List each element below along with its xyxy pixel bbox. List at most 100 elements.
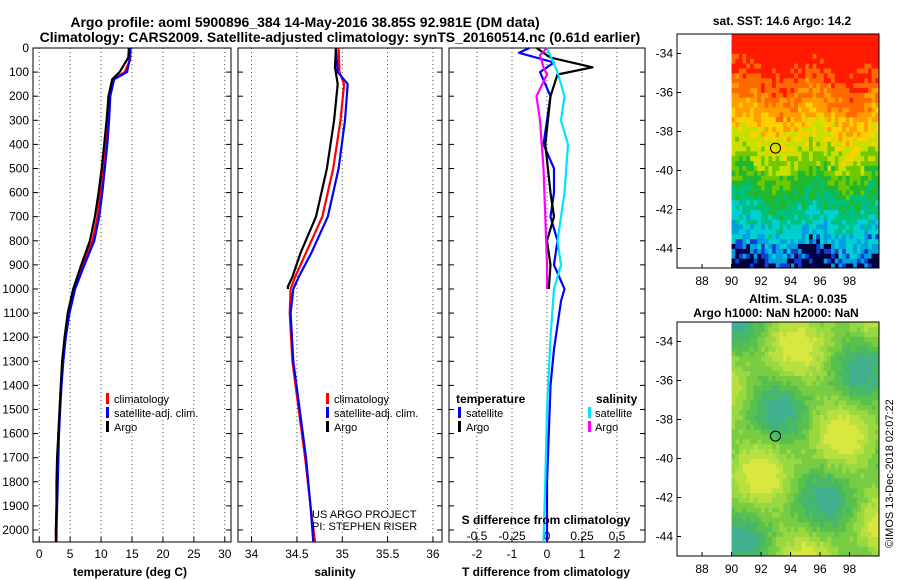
heatmap-cell: [757, 121, 762, 128]
heatmap-cell: [786, 214, 791, 220]
heatmap-cell: [746, 82, 751, 89]
heatmap-cell: [875, 375, 880, 381]
heatmap-cell: [757, 512, 762, 518]
heatmap-cell: [775, 63, 780, 69]
heatmap-cell: [864, 468, 869, 474]
legend-marker-t-satellite: [458, 407, 461, 418]
heatmap-cell: [772, 478, 777, 484]
heatmap-cell: [853, 473, 858, 479]
heatmap-cell: [838, 48, 843, 54]
heatmap-cell: [742, 443, 747, 450]
lon-tick-label: 94: [784, 562, 798, 576]
heatmap-cell: [749, 82, 755, 89]
heatmap-cell: [797, 53, 802, 59]
heatmap-cell: [831, 526, 836, 533]
heatmap-cell: [731, 351, 736, 357]
depth-tick-label: 400: [9, 137, 29, 151]
heatmap-cell: [742, 526, 747, 533]
heatmap-cell: [746, 131, 751, 137]
heatmap-cell: [749, 63, 755, 69]
heatmap-cell: [753, 126, 758, 132]
heatmap-cell: [842, 385, 847, 391]
heatmap-cell: [808, 473, 814, 479]
heatmap-cell: [768, 361, 773, 367]
heatmap-cell: [853, 199, 858, 206]
heatmap-cell: [794, 87, 799, 93]
heatmap-cell: [801, 409, 806, 416]
heatmap-cell: [816, 185, 821, 191]
heatmap-cell: [746, 180, 751, 186]
heatmap-cell: [831, 219, 836, 225]
legend-title-salinity: salinity: [596, 392, 638, 406]
heatmap-cell: [768, 194, 773, 201]
heatmap-cell: [816, 97, 821, 103]
heatmap-cell: [875, 112, 880, 118]
heatmap-cell: [827, 77, 832, 84]
heatmap-cell: [731, 165, 736, 171]
heatmap-cell: [808, 326, 814, 333]
salinity-x-axis: 34 34.5 35 35.5 36: [245, 537, 440, 561]
timestamp-credit: ©IMOS 13-Dec-2018 02:07:22: [884, 399, 896, 548]
heatmap-cell: [849, 116, 854, 123]
heatmap-cell: [768, 107, 773, 113]
heatmap-cell: [742, 219, 747, 225]
heatmap-cell: [731, 248, 736, 254]
heatmap-cell: [783, 521, 788, 528]
heatmap-cell: [749, 326, 755, 333]
heatmap-cell: [768, 102, 773, 108]
heatmap-cell: [783, 68, 788, 74]
heatmap-cell: [786, 97, 791, 103]
heatmap-cell: [746, 199, 751, 206]
heatmap-cell: [823, 248, 828, 254]
heatmap-cell: [749, 38, 755, 45]
heatmap-cell: [853, 77, 858, 84]
heatmap-cell: [783, 248, 788, 254]
heatmap-cell: [775, 409, 780, 416]
heatmap-cell: [827, 107, 832, 113]
heatmap-cell: [801, 160, 806, 167]
heatmap-cell: [816, 87, 821, 93]
heatmap-cell: [775, 478, 780, 484]
heatmap-cell: [816, 468, 821, 474]
heatmap-cell: [864, 219, 869, 225]
heatmap-cell: [845, 180, 850, 186]
heatmap-cell: [842, 199, 847, 206]
lat-tick-label: -38: [656, 413, 674, 427]
heatmap-cell: [805, 121, 810, 128]
heatmap-cell: [786, 194, 791, 201]
heatmap-cell: [838, 160, 843, 167]
heatmap-cell: [757, 155, 762, 162]
heatmap-cell: [827, 53, 832, 59]
heatmap-cell: [853, 458, 858, 464]
heatmap-cell: [783, 155, 788, 162]
heatmap-cell: [786, 546, 791, 552]
heatmap-cell: [831, 331, 836, 338]
heatmap-cell: [842, 453, 847, 459]
heatmap-cell: [820, 194, 825, 201]
heatmap-cell: [772, 243, 777, 249]
heatmap-cell: [764, 141, 769, 147]
heatmap-cell: [775, 492, 780, 498]
heatmap-cell: [820, 331, 825, 338]
heatmap-cell: [853, 409, 858, 416]
heatmap-cell: [742, 341, 747, 347]
heatmap-cell: [849, 375, 854, 381]
heatmap-cell: [875, 175, 880, 181]
heatmap-cell: [831, 253, 836, 259]
heatmap-cell: [875, 326, 880, 333]
heatmap-cell: [849, 43, 854, 50]
heatmap-cell: [842, 507, 847, 513]
depth-axis: 0100200300400500600700800900100011001200…: [2, 41, 29, 537]
heatmap-cell: [746, 136, 751, 142]
heatmap-cell: [849, 248, 854, 254]
heatmap-cell: [768, 170, 773, 176]
heatmap-cell: [801, 43, 806, 50]
heatmap-cell: [746, 517, 751, 523]
heatmap-cell: [783, 341, 788, 347]
heatmap-cell: [805, 409, 810, 416]
heatmap-cell: [845, 263, 850, 269]
heatmap-cell: [797, 409, 802, 416]
heatmap-cell: [875, 136, 880, 142]
heatmap-cell: [757, 58, 762, 64]
